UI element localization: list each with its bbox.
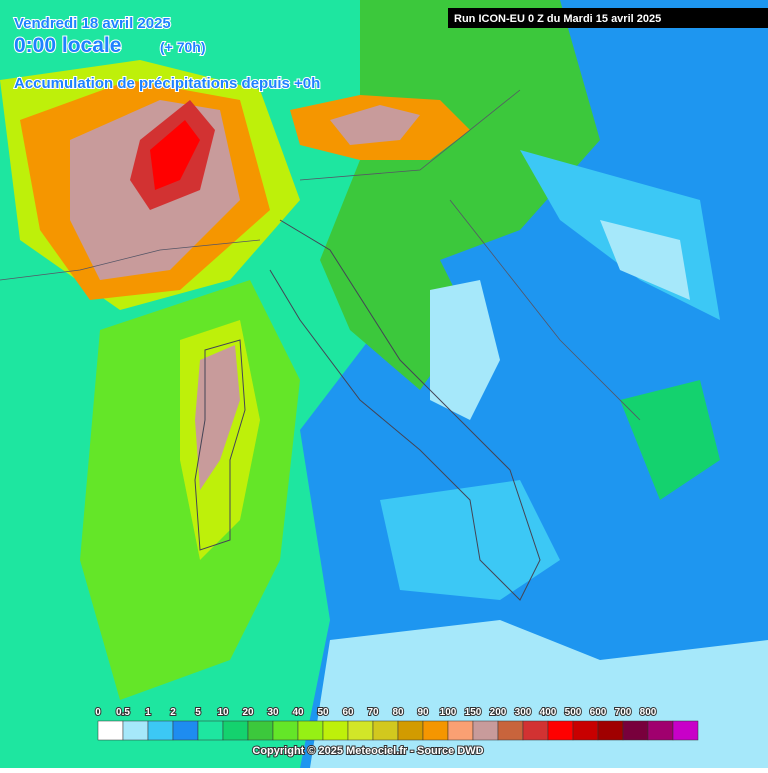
legend-swatch xyxy=(247,720,274,741)
precip-area xyxy=(380,480,560,600)
legend-label: 80 xyxy=(392,707,404,718)
legend-label: 10 xyxy=(217,707,229,718)
legend-swatch xyxy=(597,720,624,741)
precip-area xyxy=(620,380,720,500)
legend-swatch xyxy=(197,720,224,741)
legend-swatch xyxy=(372,720,399,741)
map-subtitle: Accumulation de précipitations depuis +0… xyxy=(14,75,320,92)
legend-swatch xyxy=(522,720,549,741)
copyright: Copyright © 2025 Meteociel.fr - Source D… xyxy=(252,745,483,757)
legend-swatch xyxy=(447,720,474,741)
legend-swatch xyxy=(547,720,574,741)
legend-label: 90 xyxy=(417,707,429,718)
legend-swatch xyxy=(272,720,299,741)
coastline xyxy=(269,219,541,601)
legend-label: 400 xyxy=(540,707,557,718)
legend-swatch xyxy=(172,720,199,741)
legend-swatch xyxy=(472,720,499,741)
legend-label: 50 xyxy=(317,707,329,718)
forecast-offset: (+ 70h) xyxy=(160,39,206,55)
legend-label: 0 xyxy=(95,707,101,718)
legend-label: 5 xyxy=(195,707,201,718)
legend-label: 800 xyxy=(640,707,657,718)
precip-area xyxy=(600,220,690,300)
legend-label: 30 xyxy=(267,707,279,718)
legend-label: 70 xyxy=(367,707,379,718)
legend-swatch xyxy=(347,720,374,741)
legend-label: 150 xyxy=(465,707,482,718)
precip-area xyxy=(330,105,420,145)
legend-swatch xyxy=(422,720,449,741)
legend-label: 20 xyxy=(242,707,254,718)
legend-swatch xyxy=(147,720,174,741)
legend-swatch xyxy=(222,720,249,741)
legend-swatch xyxy=(622,720,649,741)
coastline xyxy=(194,339,246,551)
legend-swatch xyxy=(97,720,124,741)
run-label: Run ICON-EU 0 Z du Mardi 15 avril 2025 xyxy=(454,13,661,25)
legend-label: 500 xyxy=(565,707,582,718)
legend-swatch xyxy=(297,720,324,741)
legend-swatch xyxy=(647,720,674,741)
border xyxy=(0,89,641,421)
precip-area xyxy=(195,345,240,490)
legend-label: 700 xyxy=(615,707,632,718)
legend-label: 200 xyxy=(490,707,507,718)
legend-swatch xyxy=(397,720,424,741)
legend-label: 60 xyxy=(342,707,354,718)
legend-label: 300 xyxy=(515,707,532,718)
legend-swatch xyxy=(497,720,524,741)
run-label-box xyxy=(448,8,768,28)
legend-swatch xyxy=(322,720,349,741)
legend-label: 2 xyxy=(170,707,176,718)
legend-label: 1 xyxy=(145,707,151,718)
legend-swatch xyxy=(672,720,699,741)
precip-area xyxy=(150,120,200,190)
legend-swatch xyxy=(122,720,149,741)
precip-area xyxy=(430,280,500,420)
legend-label: 40 xyxy=(292,707,304,718)
forecast-date: Vendredi 18 avril 2025 xyxy=(14,15,171,32)
forecast-time: 0:00 locale xyxy=(14,34,121,57)
legend-label: 600 xyxy=(590,707,607,718)
legend-swatch xyxy=(572,720,599,741)
legend-label: 0.5 xyxy=(116,707,130,718)
legend-label: 100 xyxy=(440,707,457,718)
legend: 0 0.5 1 2 5 10 20 30 40 50 60 70 80 90 100 150 200 300 400… xyxy=(94,706,699,741)
